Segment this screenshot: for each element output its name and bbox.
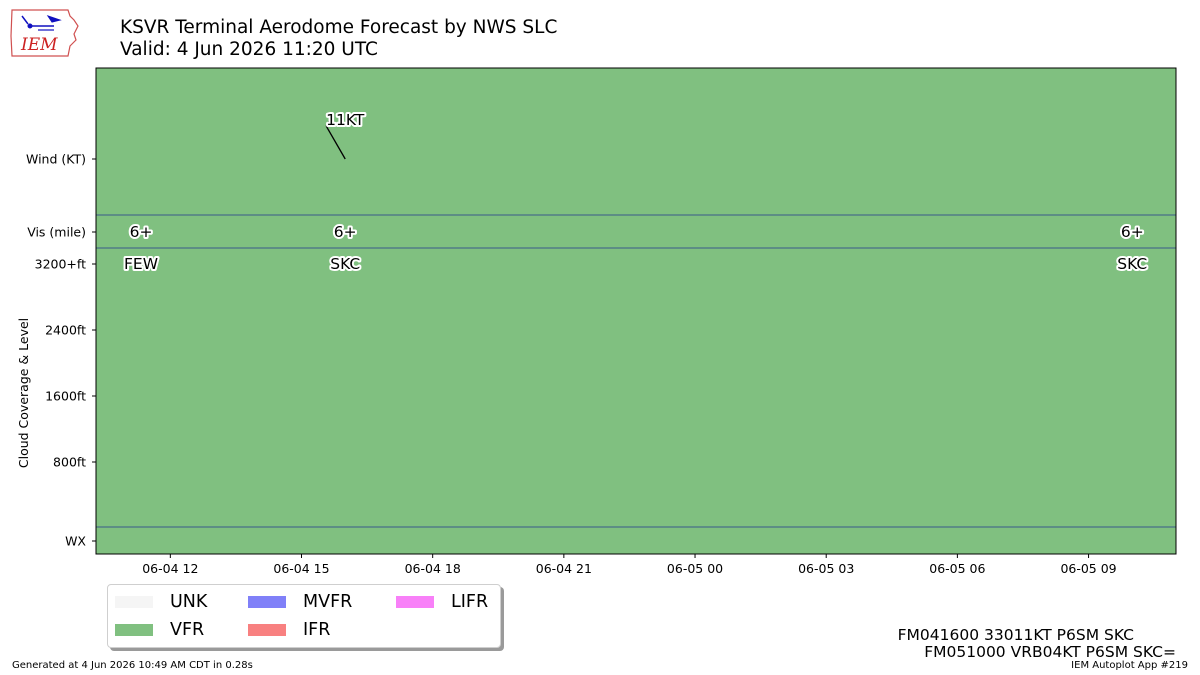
wind-barb [325, 125, 346, 160]
x-tick-label: 06-04 21 [536, 561, 592, 576]
app-credit: IEM Autoplot App #219 [1071, 660, 1188, 671]
legend-item-ifr: IFR [248, 620, 330, 640]
sky-cover-label: SKC [330, 255, 360, 273]
legend-item-vfr: VFR [115, 620, 204, 640]
generated-note: Generated at 4 Jun 2026 10:49 AM CDT in … [12, 660, 253, 671]
legend-item-mvfr: MVFR [248, 592, 352, 612]
legend-label: MVFR [303, 592, 353, 612]
title-line-2: Valid: 4 Jun 2026 11:20 UTC [120, 39, 378, 60]
chart-legend: UNK VFR MVFR IFR LIFR [107, 584, 501, 648]
legend-swatch [248, 596, 286, 608]
chart-title: KSVR Terminal Aerodome Forecast by NWS S… [120, 17, 557, 61]
x-tick-label: 06-05 00 [667, 561, 723, 576]
y-tick-label: Vis (mile) [27, 225, 86, 240]
title-line-1: KSVR Terminal Aerodome Forecast by NWS S… [120, 17, 558, 38]
x-tick-label: 06-05 06 [929, 561, 985, 576]
y-tick-label: 3200+ft [35, 257, 86, 272]
legend-item-unk: UNK [115, 592, 207, 612]
x-tick-label: 06-05 03 [798, 561, 854, 576]
legend-item-lifr: LIFR [396, 592, 488, 612]
legend-label: LIFR [451, 592, 489, 612]
legend-swatch [115, 596, 153, 608]
x-tick-label: 06-04 15 [273, 561, 329, 576]
legend-label: VFR [170, 620, 205, 640]
weather-instruments-icon [21, 15, 62, 31]
y-tick-label: 800ft [53, 455, 86, 470]
wind-speed-label: 11KT [326, 111, 365, 129]
legend-swatch [248, 624, 286, 636]
taf-line-2: FM051000 VRB04KT P6SM SKC= [924, 643, 1176, 661]
sky-cover-label: SKC [1117, 255, 1147, 273]
visibility-label: 6+ [130, 223, 153, 241]
y-tick-label: 1600ft [45, 389, 86, 404]
visibility-label: 6+ [334, 223, 357, 241]
y-axis-label: Cloud Coverage & Level [16, 318, 31, 468]
y-tick-label: WX [65, 534, 86, 549]
y-tick-label: Wind (KT) [26, 152, 86, 167]
visibility-label: 6+ [1121, 223, 1144, 241]
x-tick-label: 06-04 12 [142, 561, 198, 576]
iem-logo: IEM [10, 9, 79, 57]
legend-swatch [396, 596, 434, 608]
plot-frame [95, 67, 1177, 555]
logo-text: IEM [20, 35, 58, 55]
wind-barb-flag [325, 115, 333, 127]
legend-swatch [115, 624, 153, 636]
iowa-outline-icon [10, 9, 79, 57]
taf-line-1: FM041600 33011KT P6SM SKC [897, 626, 1134, 644]
x-tick-label: 06-04 18 [405, 561, 461, 576]
legend-label: UNK [170, 592, 208, 612]
plot-background [96, 68, 1176, 554]
sky-cover-label: FEW [124, 255, 158, 273]
legend-label: IFR [303, 620, 331, 640]
y-tick-label: 2400ft [45, 323, 86, 338]
x-tick-label: 06-05 09 [1060, 561, 1116, 576]
